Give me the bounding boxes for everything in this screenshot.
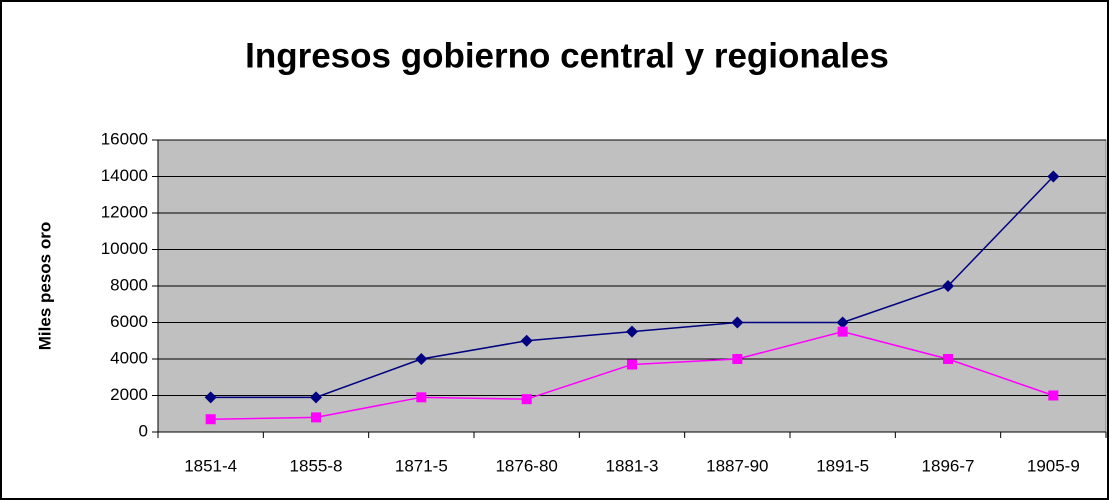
marker (837, 326, 848, 337)
marker (415, 353, 428, 365)
marker (310, 391, 322, 404)
x-tick-label: 1876-80 (495, 456, 557, 475)
y-tick-label: 0 (139, 421, 148, 440)
x-tick-label: 1896-7 (922, 456, 975, 475)
x-tick-label: 1891-5 (816, 456, 869, 475)
marker (1047, 170, 1060, 183)
y-tick-label: 4000 (110, 348, 148, 367)
y-tick-label: 6000 (110, 312, 148, 331)
marker (521, 394, 532, 405)
x-tick-label: 1887-90 (706, 456, 768, 475)
marker (416, 392, 427, 403)
marker (204, 391, 217, 404)
marker (943, 354, 953, 364)
y-tick-label: 14000 (101, 166, 148, 185)
marker (627, 359, 637, 370)
y-tick-label: 16000 (101, 129, 148, 148)
x-tick-label: 1855-8 (290, 456, 343, 475)
marker (942, 280, 954, 292)
y-axis-label: Miles pesos oro (35, 222, 54, 350)
marker (311, 412, 321, 423)
marker (731, 316, 744, 329)
marker (1048, 390, 1059, 401)
marker (626, 325, 638, 338)
x-tick-label: 1851-4 (184, 456, 237, 475)
marker (520, 334, 533, 347)
y-tick-label: 12000 (101, 202, 148, 221)
marker (732, 354, 743, 364)
y-tick-label: 2000 (110, 385, 148, 404)
x-tick-label: 1905-9 (1027, 456, 1080, 475)
y-tick-label: 8000 (110, 275, 148, 294)
chart-title: Ingresos gobierno central y regionales (245, 36, 889, 75)
marker (836, 316, 849, 329)
marker (205, 414, 216, 425)
y-tick-label: 10000 (101, 239, 148, 258)
x-tick-label: 1881-3 (606, 456, 659, 475)
x-tick-label: 1871-5 (395, 456, 448, 475)
